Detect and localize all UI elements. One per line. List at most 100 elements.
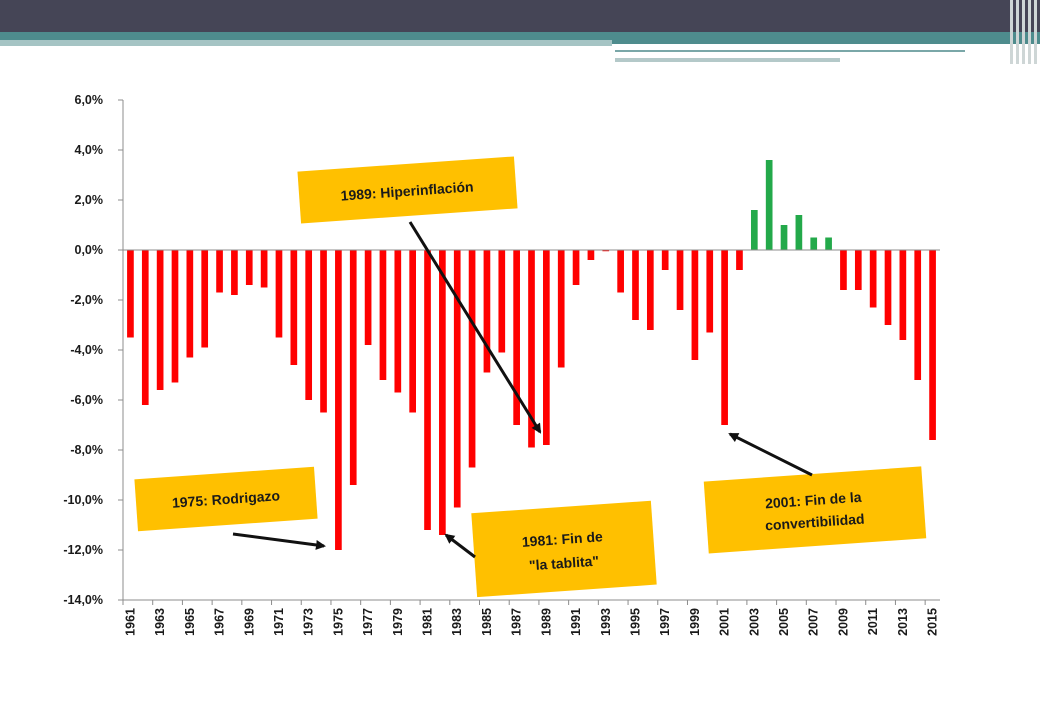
x-tick-label: 2015 bbox=[926, 608, 940, 636]
bar-1982 bbox=[439, 250, 446, 535]
x-tick-label: 1961 bbox=[123, 608, 137, 636]
x-tick-label: 1981 bbox=[421, 608, 435, 636]
y-tick-label: 6,0% bbox=[75, 93, 104, 107]
bar-2003 bbox=[750, 210, 758, 250]
callout-convertibilidad-arrow bbox=[728, 432, 813, 477]
x-tick-label: 1967 bbox=[213, 608, 227, 636]
bar-1979 bbox=[394, 250, 402, 393]
bar-2004 bbox=[765, 160, 773, 250]
x-tick-label: 1965 bbox=[183, 608, 197, 636]
bar-1997 bbox=[661, 250, 669, 270]
y-tick-label: -6,0% bbox=[70, 393, 103, 407]
x-tick-label: 1977 bbox=[361, 608, 375, 636]
bar-1993 bbox=[602, 250, 610, 252]
y-tick-label: -10,0% bbox=[63, 493, 103, 507]
x-tick-label: 1993 bbox=[599, 608, 613, 636]
bar-2002 bbox=[736, 250, 743, 270]
x-tick-label: 1979 bbox=[391, 608, 405, 636]
bar-1998 bbox=[676, 250, 684, 310]
slide-title-bar bbox=[0, 0, 1040, 32]
callout-text-line1: 2001: Fin de la bbox=[765, 489, 863, 512]
bar-1984 bbox=[468, 250, 476, 468]
bar-1974 bbox=[320, 250, 327, 413]
x-tick-label: 1975 bbox=[331, 608, 345, 636]
bar-2007 bbox=[810, 237, 818, 250]
x-tick-label: 2013 bbox=[896, 608, 910, 636]
bar-1973 bbox=[305, 250, 313, 400]
x-tick-label: 1983 bbox=[450, 608, 464, 636]
bar-2000 bbox=[706, 250, 714, 333]
callout-box bbox=[471, 500, 657, 598]
bar-1976 bbox=[349, 250, 357, 485]
x-tick-label: 2003 bbox=[747, 608, 761, 636]
bar-1994 bbox=[617, 250, 624, 293]
x-tick-label: 1985 bbox=[480, 608, 494, 636]
x-tick-label: 2001 bbox=[718, 608, 732, 636]
bar-2011 bbox=[869, 250, 877, 308]
bar-2013 bbox=[899, 250, 907, 340]
x-tick-label: 1969 bbox=[242, 608, 256, 636]
slide-accent-line bbox=[615, 50, 965, 52]
bar-1966 bbox=[201, 250, 209, 348]
bar-1980 bbox=[409, 250, 416, 413]
bar-1978 bbox=[379, 250, 387, 380]
bar-2010 bbox=[854, 250, 862, 290]
bar-2008 bbox=[825, 237, 832, 250]
y-tick-labels: 6,0% 4,0% 2,0% 0,0% -2,0% -4,0% -6,0% -8,0% -10,… bbox=[63, 93, 103, 607]
bar-1970 bbox=[260, 250, 268, 288]
bar-1981 bbox=[424, 250, 431, 530]
bar-1964 bbox=[171, 250, 179, 383]
bar-2014 bbox=[914, 250, 922, 380]
bar-2012 bbox=[884, 250, 892, 325]
x-tick-label: 1999 bbox=[688, 608, 702, 636]
x-tick-label: 1991 bbox=[569, 608, 583, 636]
x-tick-label: 1997 bbox=[658, 608, 672, 636]
bar-1967 bbox=[216, 250, 223, 293]
x-tick-label: 2007 bbox=[807, 608, 821, 636]
x-tick-labels: 1961 1963 1965 1967 1969 1971 1973 1975 1977 1979… bbox=[123, 608, 939, 636]
y-tick-label: -4,0% bbox=[70, 343, 103, 357]
bar-1988 bbox=[528, 250, 535, 448]
bar-1972 bbox=[290, 250, 298, 365]
callout-rodrigazo: 1975: Rodrigazo bbox=[134, 466, 318, 532]
axes bbox=[118, 99, 940, 605]
bar-1985 bbox=[483, 250, 491, 373]
bar-series bbox=[127, 160, 936, 550]
bar-2015 bbox=[929, 250, 936, 440]
callout-box bbox=[297, 156, 518, 224]
bar-1969 bbox=[245, 250, 253, 285]
bar-1975 bbox=[335, 250, 342, 550]
x-tick-label: 1987 bbox=[510, 608, 524, 636]
y-tick-label: 0,0% bbox=[75, 243, 104, 257]
y-tick-label: 4,0% bbox=[75, 143, 104, 157]
bar-1962 bbox=[141, 250, 149, 405]
y-tick-label: -12,0% bbox=[63, 543, 103, 557]
bar-2009 bbox=[840, 250, 847, 290]
callout-hiperinflacion: 1989: Hiperinflación bbox=[297, 156, 518, 224]
x-tick-label: 2009 bbox=[836, 608, 850, 636]
bar-2005 bbox=[780, 225, 788, 250]
callout-tablita: 1981: Fin de "la tablita" bbox=[471, 500, 657, 598]
bar-2006 bbox=[795, 215, 803, 250]
callout-box bbox=[134, 466, 318, 532]
y-tick-label: 2,0% bbox=[75, 193, 104, 207]
bar-1992 bbox=[587, 250, 595, 260]
y-tick-label: -2,0% bbox=[70, 293, 103, 307]
x-tick-label: 2011 bbox=[866, 608, 880, 635]
y-tick-label: -8,0% bbox=[70, 443, 103, 457]
x-tick-label: 1989 bbox=[539, 608, 553, 636]
bar-1990 bbox=[557, 250, 565, 368]
x-tick-label: 1963 bbox=[153, 608, 167, 636]
bar-1996 bbox=[646, 250, 654, 330]
bar-1995 bbox=[632, 250, 639, 320]
x-tick-label: 1995 bbox=[628, 608, 642, 636]
bar-1971 bbox=[275, 250, 283, 338]
bar-2001 bbox=[721, 250, 728, 425]
slide-accent-band-light bbox=[0, 40, 612, 46]
callout-text: 1975: Rodrigazo bbox=[172, 487, 281, 511]
x-tick-label: 1973 bbox=[302, 608, 316, 636]
bar-1983 bbox=[453, 250, 461, 508]
bar-1989 bbox=[543, 250, 550, 445]
bar-1987 bbox=[513, 250, 520, 425]
bar-1963 bbox=[156, 250, 164, 390]
